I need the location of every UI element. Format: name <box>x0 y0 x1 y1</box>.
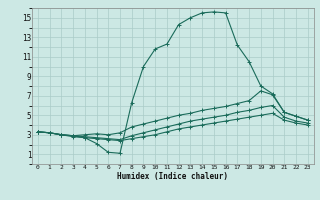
X-axis label: Humidex (Indice chaleur): Humidex (Indice chaleur) <box>117 172 228 181</box>
